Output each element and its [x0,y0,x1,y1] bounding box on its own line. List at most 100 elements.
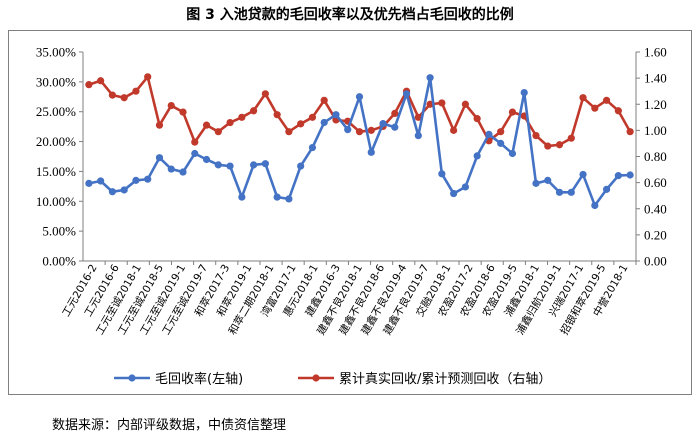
series-right-point [591,104,599,112]
series-left-point [297,162,305,170]
series-left-point [226,162,234,170]
series-left-point [320,118,328,127]
series-left-point [85,179,93,187]
series-right-point [320,96,328,104]
series-right-point [567,134,575,142]
series-right-point [238,113,246,121]
y-left-tick-label: 0.00% [42,254,76,269]
y-left-tick-label: 35.00% [36,45,76,60]
series-right-point [367,126,375,134]
series-right-point [450,126,458,134]
series-right-point [297,120,305,128]
series-left-point [273,193,281,201]
series-right-group [85,73,634,150]
series-left-point [202,155,211,164]
series-right-point [85,81,93,89]
series-left-point [167,165,175,173]
series-left-point [144,175,152,183]
y-right-tick-label: 0.60 [644,175,667,190]
series-right-point [355,128,364,136]
y-right-tick-label: 0.80 [644,149,667,164]
series-right-point [614,107,622,115]
series-left-point [614,172,622,180]
series-left-point [120,186,128,194]
series-right-point [144,73,152,81]
series-right-point [579,94,587,102]
series-left-point [391,123,399,131]
chart-legend: 毛回收率(左轴) 累计真实回收/累计预测回收（右轴） [114,371,551,387]
source-note: 数据来源：内部评级数据，中债资信整理 [52,418,287,433]
series-right-point [438,99,446,107]
series-left-point [555,188,564,196]
series-right-point [626,128,634,136]
chart-title: 图 3 入池贷款的毛回收率以及优先档占毛回收的比例 [186,7,514,23]
legend-left-label: 毛回收率(左轴) [155,371,243,387]
series-right-point [132,87,140,95]
series-left-point [485,130,493,139]
y-right-tick-label: 0.40 [644,201,667,216]
legend-right-label: 累计真实回收/累计预测回收（右轴） [339,372,551,387]
series-left-point [379,120,387,128]
y-right-tick-label: 0.00 [644,254,667,269]
y-right-tick-label: 1.20 [644,97,667,112]
y-right-tick-label: 1.00 [644,123,667,138]
series-right-point [473,115,481,123]
series-right-point [508,108,517,116]
series-left-point [367,148,375,156]
series-left-point [414,132,422,140]
series-left-point [332,111,340,119]
series-left-point [97,177,105,185]
y-left-tick-label: 5.00% [42,224,76,239]
series-left-point [438,170,446,178]
series-left-point [602,185,611,193]
series-left-point [250,161,258,169]
series-left-point [520,89,528,97]
series-right-point [497,128,505,136]
series-left-point [344,126,352,134]
chart-frame [8,30,692,395]
series-right-point [602,96,611,104]
series-right-point [120,94,128,102]
series-right-point [155,121,164,129]
series-right-point [391,109,399,117]
y-right-tick-label: 0.20 [644,227,667,242]
legend-right-marker [312,374,320,382]
series-left-point [544,176,552,184]
series-left-point [355,93,364,101]
series-right-line [88,75,632,148]
series-left-group [85,74,634,210]
y-left-tick-label: 30.00% [36,74,76,89]
series-left-point [508,149,517,158]
y-left-tick-label: 10.00% [36,194,76,209]
series-right-point [414,113,422,121]
legend-left-marker [128,374,136,382]
y-right-tick-label: 1.60 [644,45,667,60]
y-left-tick-label: 25.00% [36,104,76,119]
series-right-point [544,142,552,150]
series-left-point [108,188,117,196]
series-left-point [497,139,505,147]
series-left-point [461,183,469,191]
series-right-point [108,91,117,99]
series-right-point [261,90,269,98]
series-right-point [167,101,175,110]
series-left-point [308,143,317,152]
series-left-point [626,171,634,179]
series-left-point [532,179,540,187]
series-right-point [555,141,564,149]
series-left-point [473,152,481,160]
series-left-point [261,160,269,168]
series-right-point [532,132,540,140]
series-left-point [426,74,434,82]
series-right-point [202,121,211,129]
series-left-point [238,193,246,201]
series-right-point [250,107,258,115]
series-right-point [97,77,105,85]
series-right-point [214,128,222,136]
series-left-point [155,154,164,162]
series-left-point [402,90,411,98]
series-left-point [214,161,222,169]
series-right-point [308,113,317,121]
series-left-point [579,170,587,179]
